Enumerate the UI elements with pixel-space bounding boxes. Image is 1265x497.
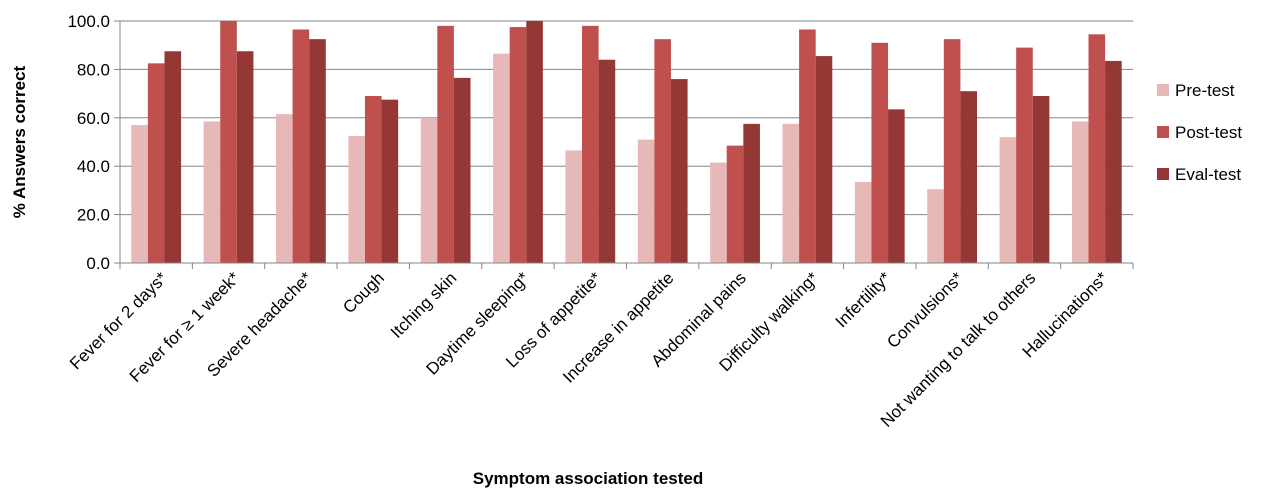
bar-post-test: [509, 27, 527, 263]
y-tick-label: 40.0: [77, 157, 110, 176]
y-tick-label: 80.0: [77, 60, 110, 79]
bar-eval-test: [526, 21, 543, 263]
bar-eval-test: [236, 51, 254, 263]
bar-eval-test: [743, 123, 760, 263]
legend-label: Eval-test: [1175, 165, 1241, 184]
bar-post-test: [799, 29, 816, 263]
x-tick-label: Infertility*: [832, 268, 895, 331]
bar-pre-test: [782, 123, 800, 263]
x-axis-title: Symptom association tested: [473, 469, 704, 488]
bar-eval-test: [164, 51, 182, 263]
bar-pre-test: [637, 139, 655, 263]
bar-post-test: [1088, 34, 1106, 264]
bar-pre-test: [927, 189, 944, 263]
legend-swatch: [1157, 84, 1169, 96]
bar-post-test: [437, 25, 454, 264]
y-axis-title: % Answers correct: [10, 65, 29, 218]
x-tick-label: Not wanting to talk to others: [877, 268, 1039, 430]
bar-pre-test: [999, 137, 1017, 263]
bar-eval-test: [1105, 60, 1122, 264]
bar-pre-test: [420, 117, 438, 263]
bar-eval-test: [815, 56, 833, 264]
bars: [131, 21, 1122, 264]
bar-post-test: [147, 63, 165, 263]
bar-eval-test: [670, 79, 688, 263]
bar-pre-test: [348, 135, 365, 263]
bar-pre-test: [131, 125, 148, 263]
y-tick-label: 60.0: [77, 109, 110, 128]
bar-eval-test: [453, 77, 471, 264]
bar-eval-test: [598, 59, 616, 263]
bar-post-test: [871, 42, 889, 263]
legend-label: Post-test: [1175, 123, 1242, 142]
bar-eval-test: [309, 39, 326, 264]
bar-pre-test: [710, 162, 727, 263]
bar-post-test: [582, 25, 599, 264]
bar-post-test: [364, 96, 382, 264]
bar-pre-test: [854, 181, 872, 263]
y-tick-label: 0.0: [86, 254, 110, 273]
bar-pre-test: [275, 114, 293, 263]
x-tick-label: Cough: [339, 268, 388, 317]
bar-post-test: [943, 39, 961, 264]
bar-pre-test: [203, 121, 221, 264]
bar-pre-test: [1071, 121, 1089, 264]
legend-label: Pre-test: [1175, 81, 1235, 100]
bar-eval-test: [1032, 96, 1050, 264]
y-tick-label: 20.0: [77, 206, 110, 225]
bar-pre-test: [493, 53, 510, 263]
bar-post-test: [726, 145, 744, 263]
bar-post-test: [292, 29, 310, 263]
bar-eval-test: [381, 99, 399, 264]
bar-eval-test: [960, 91, 978, 264]
legend-swatch: [1157, 126, 1169, 138]
bar-pre-test: [565, 150, 583, 263]
bar-post-test: [654, 39, 671, 264]
bar-post-test: [1016, 47, 1033, 264]
legend: Pre-test Post-test Eval-test: [1157, 81, 1242, 184]
y-tick-label: 100.0: [67, 12, 110, 31]
bar-eval-test: [888, 109, 905, 263]
bar-post-test: [220, 21, 237, 263]
x-tick-label: Itching skin: [387, 268, 461, 342]
gridlines: [120, 20, 1133, 216]
legend-swatch: [1157, 168, 1169, 180]
